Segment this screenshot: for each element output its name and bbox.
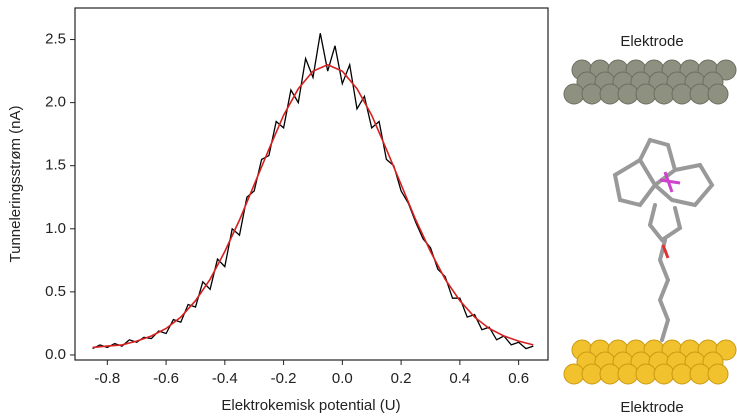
y-tick-label: 1.5 (45, 157, 66, 174)
atom (715, 339, 737, 361)
atom (707, 363, 729, 385)
x-tick-label: 0.4 (449, 370, 470, 387)
atom (635, 83, 657, 105)
atom (563, 83, 585, 105)
atom (671, 83, 693, 105)
atom (617, 83, 639, 105)
atom (707, 83, 729, 105)
data-line (92, 33, 534, 350)
atom (671, 363, 693, 385)
atom (635, 363, 657, 385)
y-tick-label: 0.5 (45, 283, 66, 300)
x-tick-label: -0.4 (212, 370, 238, 387)
molecule-illustration (563, 59, 737, 385)
annotation: Elektrode (620, 33, 683, 50)
y-tick-label: 1.0 (45, 220, 66, 237)
atom (563, 363, 585, 385)
annotation: Elektrode (620, 399, 683, 416)
atom (581, 363, 603, 385)
atom (653, 83, 675, 105)
x-axis-label: Elektrokemisk potential (U) (221, 397, 400, 414)
y-tick-label: 0.0 (45, 346, 66, 363)
atom (599, 363, 621, 385)
atom (715, 59, 737, 81)
plot-frame (74, 7, 549, 361)
y-tick-label: 2.0 (45, 94, 66, 111)
x-tick-label: 0.0 (332, 370, 353, 387)
atom (617, 363, 639, 385)
atom (599, 83, 621, 105)
x-tick-label: 0.2 (391, 370, 412, 387)
x-tick-label: 0.6 (508, 370, 529, 387)
x-tick-label: -0.8 (94, 370, 120, 387)
data-line (92, 63, 534, 349)
atom (653, 363, 675, 385)
y-tick-label: 2.5 (45, 31, 66, 48)
y-axis-label: Tunneleringsstrøm (nA) (7, 106, 24, 263)
atom (581, 83, 603, 105)
x-tick-label: -0.6 (153, 370, 179, 387)
x-tick-label: -0.2 (271, 370, 297, 387)
atom (689, 83, 711, 105)
atom (689, 363, 711, 385)
